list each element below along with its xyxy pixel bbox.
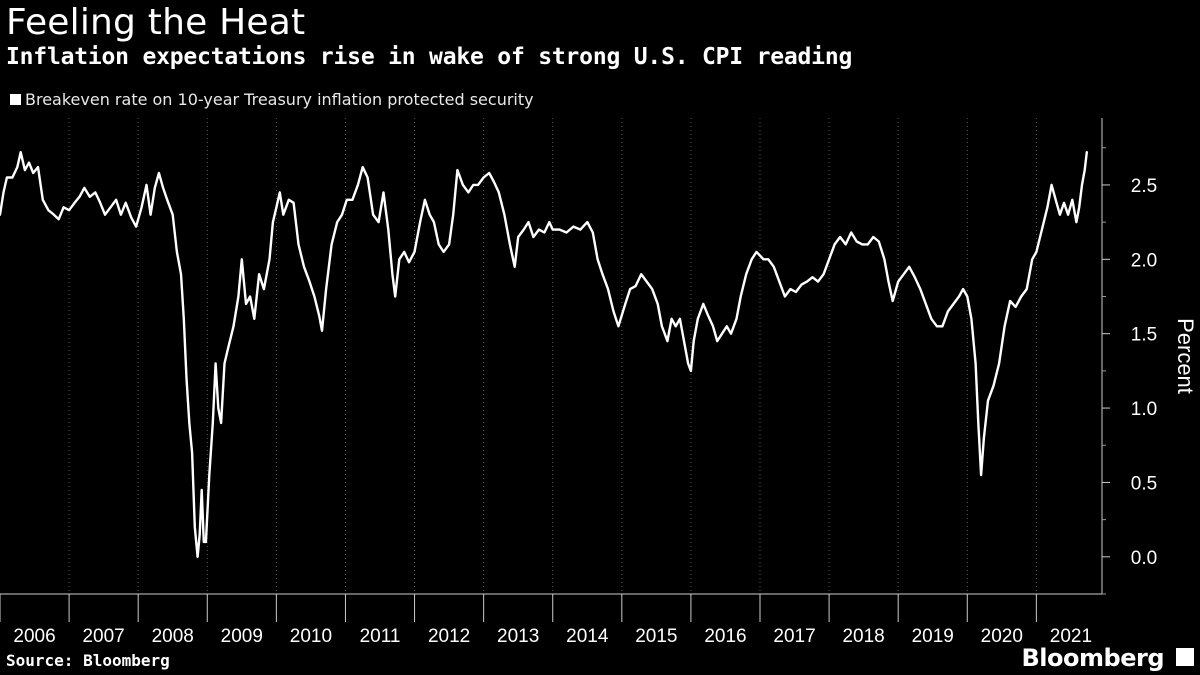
x-tick-label: 2021 (1050, 626, 1092, 647)
chart-title: Feeling the Heat (6, 2, 306, 43)
x-tick-label: 2008 (152, 626, 194, 647)
x-tick-label: 2009 (221, 626, 263, 647)
source-note: Source: Bloomberg (6, 651, 170, 670)
x-tick-label: 2015 (635, 626, 677, 647)
bloomberg-terminal-icon (1176, 648, 1194, 666)
series-line-breakeven (0, 151, 1088, 558)
x-tick-label: 2007 (82, 626, 124, 647)
y-tick-label: 1.0 (1131, 399, 1157, 420)
x-tick-label: 2016 (704, 626, 746, 647)
x-tick-label: 2018 (842, 626, 884, 647)
y-axis-label: Percent (1173, 318, 1198, 394)
x-tick-label: 2010 (290, 626, 332, 647)
y-tick-label: 0.0 (1131, 548, 1157, 569)
x-tick-label: 2012 (428, 626, 470, 647)
x-tick-label: 2014 (566, 626, 609, 647)
x-tick-label: 2017 (773, 626, 815, 647)
legend-swatch (10, 94, 21, 105)
legend: Breakeven rate on 10-year Treasury infla… (10, 90, 534, 109)
x-tick-label: 2019 (912, 626, 954, 647)
y-tick-label: 0.5 (1131, 473, 1157, 494)
y-tick-label: 1.5 (1131, 325, 1157, 346)
legend-label: Breakeven rate on 10-year Treasury infla… (25, 90, 534, 109)
y-tick-label: 2.5 (1131, 176, 1157, 197)
chart-subtitle: Inflation expectations rise in wake of s… (6, 44, 853, 70)
x-tick-label: 2013 (497, 626, 539, 647)
x-tick-label: 2011 (360, 626, 401, 647)
y-tick-label: 2.0 (1131, 250, 1157, 271)
bloomberg-logo: Bloomberg (1021, 644, 1165, 672)
x-tick-label: 2020 (981, 626, 1023, 647)
x-tick-label: 2006 (13, 626, 55, 647)
